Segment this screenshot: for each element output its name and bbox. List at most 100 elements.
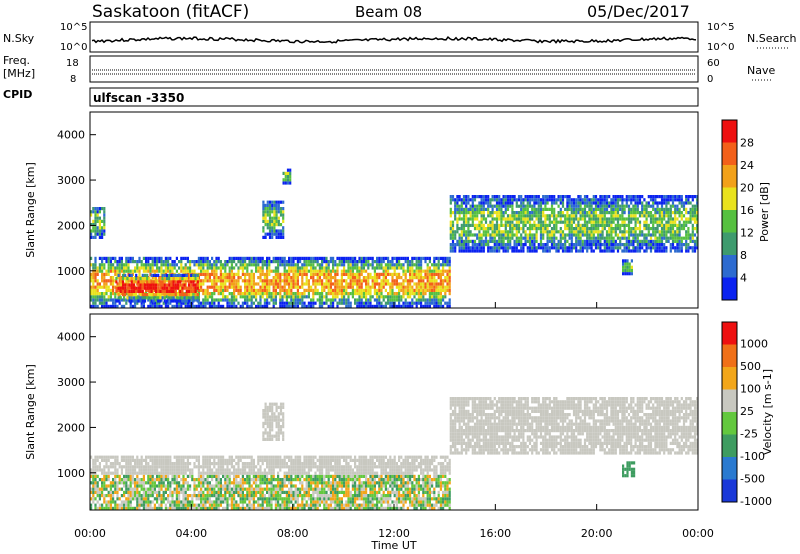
heatmap-cell [277, 223, 280, 227]
heatmap-cell [197, 263, 200, 267]
heatmap-cell [321, 304, 324, 308]
heatmap-cell [643, 243, 646, 247]
heatmap-cell [136, 260, 139, 264]
heatmap-cell [206, 288, 209, 292]
heatmap-cell [310, 301, 313, 305]
heatmap-cell [415, 256, 418, 260]
heatmap-cell [671, 198, 675, 202]
heatmap-cell [406, 256, 409, 260]
heatmap-cell [559, 227, 562, 231]
heatmap-cell [643, 211, 646, 215]
heatmap-cell [318, 263, 321, 267]
heatmap-cell [398, 292, 401, 296]
heatmap-cell [250, 301, 253, 305]
heatmap-cell [241, 304, 244, 308]
heatmap-cell [130, 283, 133, 287]
heatmap-cell [157, 283, 160, 287]
heatmap-cell [456, 243, 459, 247]
heatmap-cell [553, 214, 556, 218]
heatmap-cell [233, 256, 236, 260]
heatmap-cell [435, 304, 438, 308]
heatmap-cell [685, 207, 688, 211]
heatmap-cell [244, 288, 247, 292]
heatmap-cell [369, 292, 372, 296]
heatmap-cell [129, 256, 132, 260]
heatmap-cell [343, 279, 346, 283]
heatmap-cell [402, 256, 405, 260]
heatmap-cell [568, 207, 571, 211]
heatmap-cell [202, 490, 205, 494]
heatmap-cell [329, 301, 332, 305]
heatmap-cell [467, 239, 470, 243]
heatmap-cell [109, 295, 112, 299]
heatmap-cell [184, 263, 187, 267]
heatmap-cell [564, 214, 567, 218]
heatmap-cell [676, 236, 679, 240]
heatmap-cell [296, 282, 299, 286]
heatmap-cell [200, 272, 203, 276]
heatmap-cell [189, 474, 192, 478]
heatmap-cell [605, 230, 609, 234]
heatmap-cell [360, 288, 363, 292]
heatmap-cell [96, 458, 99, 462]
heatmap-cell [417, 272, 420, 276]
heatmap-cell [325, 282, 328, 286]
heatmap-cell [435, 279, 438, 283]
heatmap-cell [204, 272, 207, 276]
colorbar-swatch [722, 210, 737, 233]
heatmap-cell [189, 494, 192, 498]
heatmap-cell [345, 285, 348, 289]
heatmap-cell [667, 201, 670, 205]
heatmap-cell [597, 198, 600, 202]
heatmap-cell [250, 256, 253, 260]
heatmap-cell [586, 204, 589, 208]
heatmap-cell [356, 292, 359, 296]
heatmap-cell [533, 211, 536, 215]
heatmap-cell [196, 277, 199, 281]
heatmap-cell [656, 249, 659, 253]
heatmap-cell [327, 288, 330, 292]
heatmap-cell [147, 471, 150, 475]
heatmap-cell [191, 269, 194, 273]
heatmap-cell [654, 201, 657, 205]
heatmap-cell [652, 223, 655, 227]
heatmap-cell [248, 285, 251, 289]
heatmap-cell [448, 304, 451, 308]
heatmap-cell [181, 296, 184, 300]
heatmap-cell [469, 233, 472, 237]
heatmap-cell [478, 233, 481, 237]
heatmap-cell [376, 279, 379, 283]
heatmap-cell [340, 276, 343, 280]
heatmap-cell [656, 204, 659, 208]
heatmap-cell [157, 289, 160, 293]
heatmap-cell [665, 220, 668, 224]
heatmap-cell [96, 226, 99, 230]
heatmap-cell [689, 236, 692, 240]
heatmap-cell [498, 243, 501, 247]
heatmap-cell [458, 207, 461, 211]
heatmap-cell [268, 226, 272, 230]
heatmap-cell [398, 301, 401, 305]
heatmap-cell [235, 263, 238, 267]
heatmap-cell [191, 506, 194, 510]
heatmap-cell [608, 227, 611, 231]
heatmap-cell [638, 198, 642, 202]
heatmap-cell [522, 207, 525, 211]
heatmap-cell [537, 217, 540, 221]
heatmap-cell [112, 285, 115, 289]
heatmap-cell [676, 239, 679, 243]
heatmap-cell [112, 478, 115, 482]
heatmap-cell [652, 227, 655, 231]
heatmap-cell [321, 256, 324, 260]
heatmap-cell [632, 198, 635, 202]
heatmap-cell [211, 269, 214, 273]
heatmap-cell [277, 272, 280, 276]
heatmap-cell [336, 263, 339, 267]
heatmap-cell [135, 289, 138, 293]
heatmap-cell [186, 458, 189, 462]
heatmap-cell [652, 214, 655, 218]
heatmap-cell [170, 286, 173, 290]
heatmap-cell [195, 494, 198, 498]
heatmap-cell [623, 211, 626, 215]
heatmap-cell [157, 296, 160, 300]
